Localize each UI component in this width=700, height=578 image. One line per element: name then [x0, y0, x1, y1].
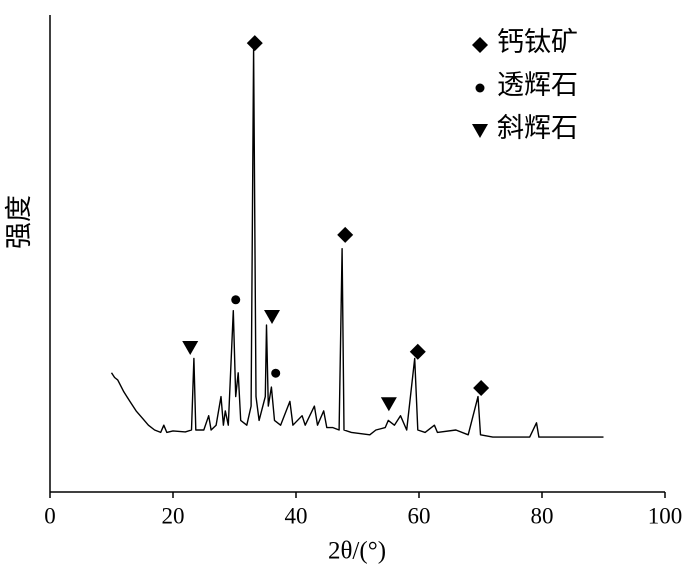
phase-marker — [380, 397, 397, 412]
x-tick-label: 100 — [648, 503, 683, 528]
phase-marker — [231, 295, 241, 305]
x-axis-label: 2θ/(°) — [328, 538, 386, 565]
phase-marker — [271, 368, 281, 378]
x-tick-label: 80 — [531, 503, 554, 528]
y-axis-label: 强度 — [4, 195, 34, 249]
phase-marker — [337, 226, 354, 243]
legend-symbol — [475, 83, 485, 93]
x-tick-label: 40 — [285, 503, 308, 528]
phase-marker — [473, 380, 490, 397]
x-tick-label: 60 — [408, 503, 431, 528]
phase-marker — [246, 35, 263, 52]
legend-label: 斜辉石 — [497, 113, 578, 143]
phase-marker — [409, 343, 426, 360]
legend-label: 透辉石 — [497, 70, 578, 100]
legend-label: 钙钛矿 — [497, 27, 578, 57]
legend-symbol — [472, 124, 488, 138]
x-tick-label: 0 — [44, 503, 56, 528]
x-tick-label: 20 — [162, 503, 185, 528]
xrd-line — [110, 47, 604, 438]
phase-marker — [182, 340, 199, 355]
legend-symbol — [472, 37, 488, 53]
phase-marker — [264, 309, 281, 324]
